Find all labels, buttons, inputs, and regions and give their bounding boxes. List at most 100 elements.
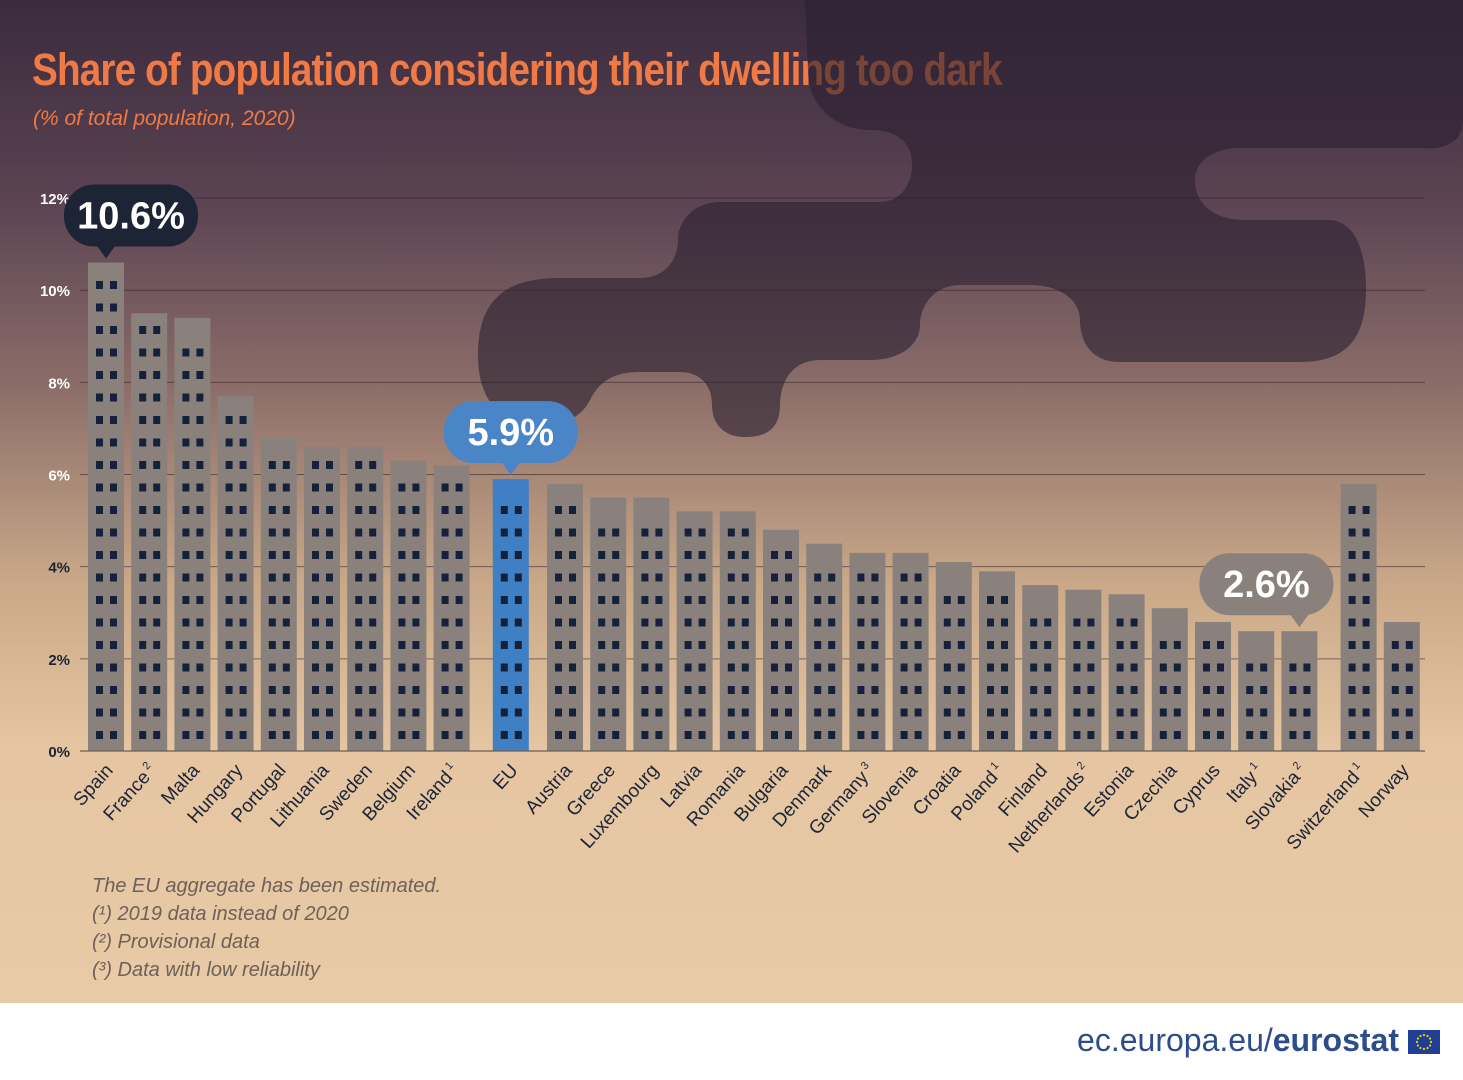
bar-romania bbox=[719, 511, 756, 751]
callout-label: 10.6% bbox=[77, 196, 185, 238]
eurostat-link[interactable]: ec.europa.eu/eurostat bbox=[1077, 1022, 1399, 1059]
bar-ireland-body bbox=[433, 465, 470, 751]
bar-malta-body bbox=[174, 317, 211, 751]
bar-slovakia-body bbox=[1281, 631, 1318, 751]
callout-spain: 10.6% bbox=[64, 184, 198, 259]
bar-hungary bbox=[217, 396, 254, 751]
x-tick-label-norway: Norway bbox=[1355, 760, 1414, 822]
bar-malta bbox=[174, 317, 211, 751]
bar-slovakia bbox=[1281, 631, 1318, 751]
bar-denmark-body bbox=[806, 543, 843, 751]
bar-portugal bbox=[260, 437, 297, 751]
footnotes: The EU aggregate has been estimated. (¹)… bbox=[92, 872, 441, 984]
bar-latvia bbox=[676, 511, 713, 751]
callout-slovakia: 2.6% bbox=[1199, 553, 1334, 628]
callout-label: 5.9% bbox=[467, 412, 554, 454]
bar-poland bbox=[979, 571, 1015, 751]
bar-spain-body bbox=[88, 262, 124, 751]
bar-lithuania bbox=[304, 446, 340, 751]
bar-switzerland bbox=[1340, 483, 1377, 751]
y-tick-label: 0% bbox=[48, 744, 70, 761]
bar-spain bbox=[88, 262, 124, 751]
bar-croatia bbox=[935, 562, 972, 751]
footer bbox=[0, 1003, 1463, 1080]
bar-latvia-body bbox=[676, 511, 713, 751]
note-eu-estimated: The EU aggregate has been estimated. bbox=[92, 875, 442, 897]
bar-portugal-body bbox=[260, 437, 297, 751]
bar-germany-body bbox=[849, 552, 886, 751]
bar-poland-body bbox=[979, 571, 1015, 751]
footnote-mark: 1 bbox=[441, 760, 456, 775]
bar-luxembourg-body bbox=[633, 497, 670, 751]
footnote-mark: 1 bbox=[986, 760, 1001, 775]
bar-austria-body bbox=[547, 483, 583, 751]
bar-italy-body bbox=[1238, 631, 1275, 751]
bar-finland bbox=[1022, 585, 1059, 751]
bar-italy bbox=[1238, 631, 1275, 751]
brand-domain: ec.europa.eu/ bbox=[1077, 1022, 1273, 1058]
bar-slovenia-body bbox=[892, 552, 929, 751]
bar-switzerland-body bbox=[1340, 483, 1377, 751]
callouts: 10.6% 5.9% 2.6% bbox=[64, 184, 1334, 628]
bar-estonia bbox=[1108, 594, 1145, 751]
bar-greece bbox=[590, 497, 627, 751]
bar-croatia-body bbox=[935, 562, 972, 751]
footnote-mark: 2 bbox=[1073, 760, 1088, 775]
x-tick-label-cyprus: Cyprus bbox=[1169, 760, 1225, 819]
bars bbox=[88, 262, 1420, 751]
footnote-mark: 1 bbox=[1245, 760, 1260, 775]
footnote-mark: 1 bbox=[1348, 760, 1363, 775]
note-2019-data: (¹) 2019 data instead of 2020 bbox=[92, 903, 349, 925]
cloud-decoration bbox=[478, 0, 1463, 437]
y-tick-label: 12% bbox=[40, 191, 70, 208]
bar-france-body bbox=[131, 313, 168, 751]
bar-cyprus-body bbox=[1195, 621, 1231, 751]
bar-czechia bbox=[1151, 608, 1188, 751]
y-tick-label: 4% bbox=[48, 560, 70, 577]
footnote-mark: 2 bbox=[1289, 760, 1304, 775]
eu-flag-icon bbox=[1408, 1030, 1440, 1054]
bar-austria bbox=[547, 483, 583, 751]
brand-name: eurostat bbox=[1272, 1022, 1399, 1058]
callout-label: 2.6% bbox=[1223, 564, 1310, 606]
bar-greece-body bbox=[590, 497, 627, 751]
bar-bulgaria bbox=[763, 529, 799, 751]
bar-germany bbox=[849, 552, 886, 751]
bar-lithuania-body bbox=[304, 446, 340, 751]
bar-netherlands bbox=[1065, 589, 1102, 751]
y-tick-label: 8% bbox=[48, 375, 70, 392]
bar-cyprus bbox=[1195, 621, 1231, 751]
note-provisional: (²) Provisional data bbox=[92, 931, 260, 953]
y-tick-label: 10% bbox=[40, 283, 70, 300]
y-axis: 0% 2% 4% 6% 8% 10% 12% bbox=[40, 191, 70, 761]
bar-sweden-body bbox=[347, 446, 384, 751]
bar-hungary-body bbox=[217, 396, 254, 751]
bar-france bbox=[131, 313, 168, 751]
bar-czechia-body bbox=[1151, 608, 1188, 751]
footnote-mark: 2 bbox=[138, 760, 153, 775]
bar-sweden bbox=[347, 446, 384, 751]
bar-eu-body bbox=[492, 479, 529, 751]
bar-slovenia bbox=[892, 552, 929, 751]
bar-netherlands-body bbox=[1065, 589, 1102, 751]
note-low-reliability: (³) Data with low reliability bbox=[92, 959, 320, 981]
bar-luxembourg bbox=[633, 497, 670, 751]
chart-subtitle: (% of total population, 2020) bbox=[33, 107, 296, 130]
bar-bulgaria-body bbox=[763, 529, 799, 751]
bar-belgium bbox=[390, 460, 427, 751]
chart-background: Share of population considering their dw… bbox=[0, 0, 1463, 1003]
bar-finland-body bbox=[1022, 585, 1059, 751]
bar-eu bbox=[492, 479, 529, 751]
bar-denmark bbox=[806, 543, 843, 751]
footnote-mark: 3 bbox=[857, 760, 872, 775]
bar-norway-body bbox=[1383, 621, 1420, 751]
bar-romania-body bbox=[719, 511, 756, 751]
x-tick-label-eu: EU bbox=[489, 760, 522, 794]
bar-belgium-body bbox=[390, 460, 427, 751]
bar-ireland bbox=[433, 465, 470, 751]
bar-norway bbox=[1383, 621, 1420, 751]
callout-eu: 5.9% bbox=[443, 401, 578, 476]
y-tick-label: 2% bbox=[48, 652, 70, 669]
bar-estonia-body bbox=[1108, 594, 1145, 751]
